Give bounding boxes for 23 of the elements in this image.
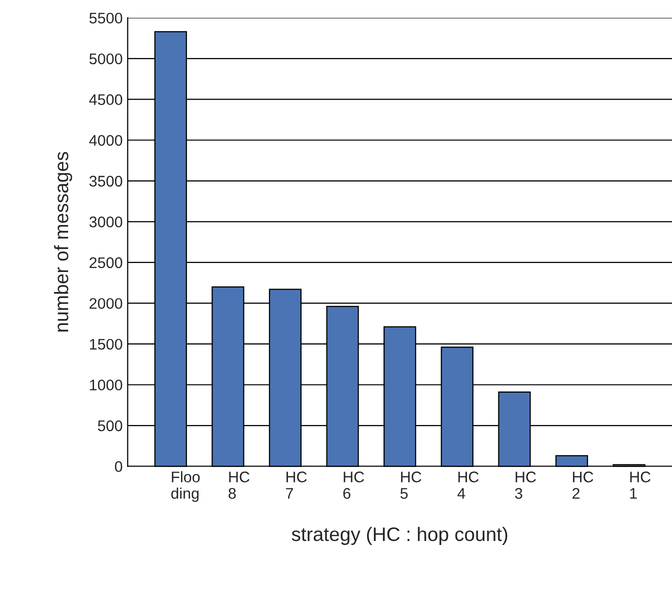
x-tick-label: HC 7 [286,472,307,499]
x-tick-label: HC 8 [228,472,250,499]
x-axis-title: strategy (HC : hop count) [292,526,508,545]
x-tick-label: HC 2 [572,472,594,499]
y-tick-label: 3500 [89,176,122,187]
y-tick-label: 1000 [90,380,122,390]
y-tick-label: 4500 [89,94,122,106]
x-tick-label: Floo ding [171,471,200,502]
y-tick-label: 5500 [89,12,122,24]
x-tick-label: HC 4 [457,472,479,499]
y-tick-label: 3000 [89,216,122,228]
y-tick-label: 2000 [90,298,122,309]
y-tick-label: 500 [98,420,122,432]
x-tick-label: HC 5 [400,472,422,499]
y-tick-label: 1500 [90,338,122,350]
y-axis-title: number of messages [54,152,72,332]
y-tick-label: 4000 [89,135,122,146]
x-tick-label: HC 1 [630,472,651,499]
y-tick-label: 0 [114,461,122,472]
x-tick-label: HC 6 [343,472,364,499]
x-tick-label: HC 3 [515,472,536,499]
y-tick-label: 2500 [90,257,122,268]
y-tick-label: 5000 [89,53,122,64]
